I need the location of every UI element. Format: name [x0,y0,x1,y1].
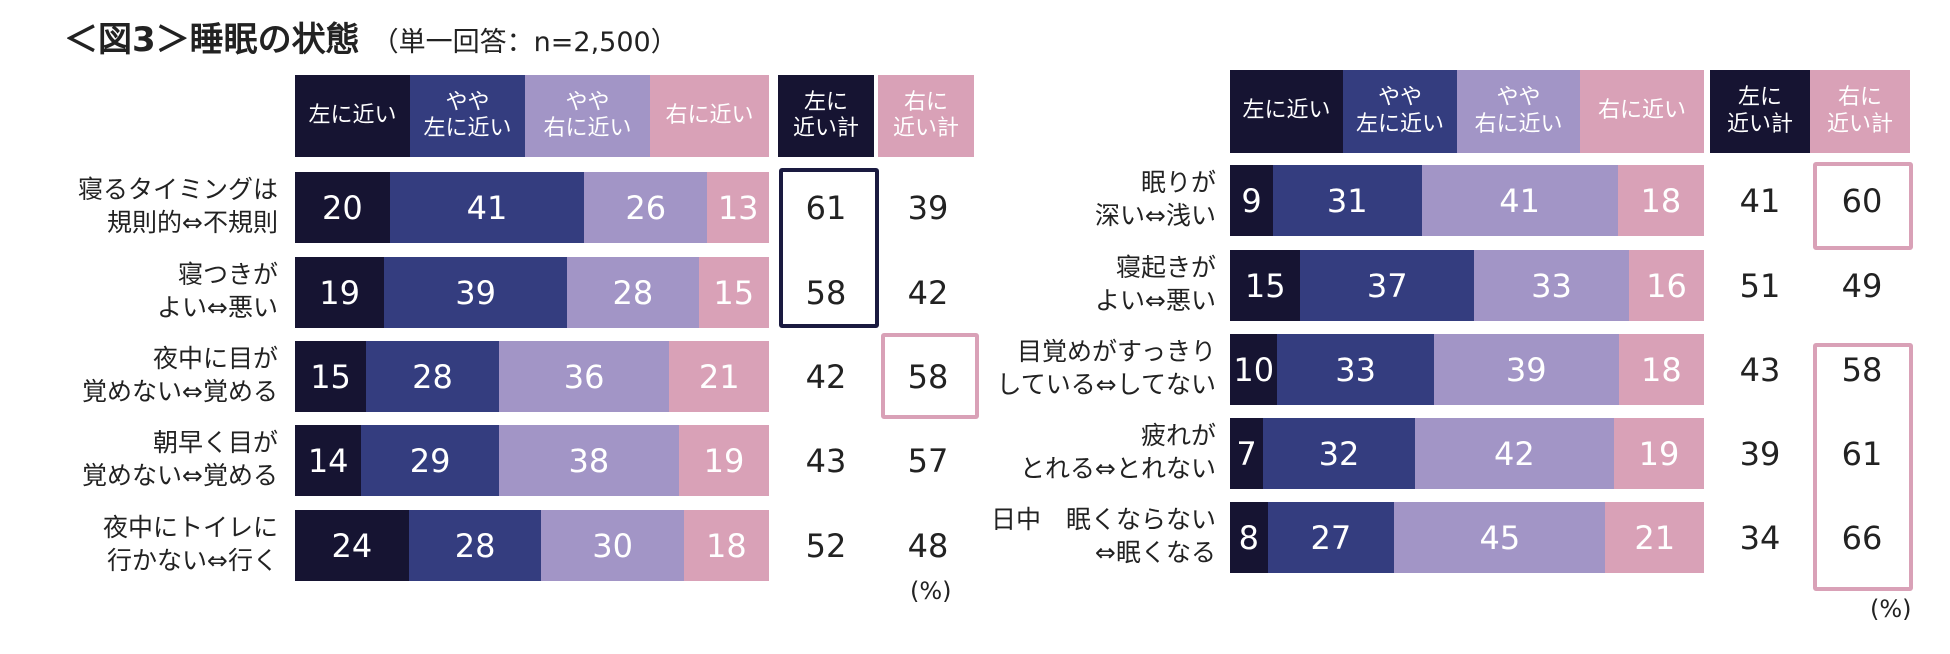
left-total-value: 39 [1739,434,1781,473]
bar-segment-right: 16 [1628,250,1704,321]
header-left: 左に近い [1230,70,1343,153]
bar-segment-slight-right: 39 [1433,334,1619,405]
bar-segment-slight-left: 28 [408,510,542,581]
left-total-value: 34 [1739,518,1781,557]
left-total-value: 61 [805,188,847,227]
bar-segment-left: 15 [1230,250,1301,321]
bar-segment-slight-left: 41 [389,172,585,243]
bar-segment-right: 18 [1618,334,1704,405]
bar-segment-slight-right: 36 [498,341,670,412]
header-slight-left: やや 左に近い [1343,70,1457,153]
left-total-value: 58 [805,273,847,312]
header-right: 右に近い [650,75,769,157]
bar-segment-right: 19 [1613,418,1704,489]
bar-segment-slight-right: 30 [541,510,684,581]
left-total-value: 42 [805,357,847,396]
right-total-value: 60 [1841,181,1883,220]
bar-segment-right: 21 [669,341,769,412]
unit-label: (%) [1870,595,1912,623]
left-total-value: 43 [1739,350,1781,389]
bar-segment-slight-left: 32 [1263,418,1415,489]
right-total-value: 66 [1841,518,1883,557]
bar-segment-left: 14 [295,425,362,496]
header-left-total: 左に 近い計 [778,75,874,157]
bar-segment-slight-left: 27 [1267,502,1395,573]
row-label: 寝つきが よい⇔悪い [157,260,278,322]
right-total-value: 48 [907,526,949,565]
bar-segment-slight-right: 28 [567,257,699,328]
chart-title: ＜図3＞睡眠の状態 （単一回答：n=2,500） [64,12,678,61]
bar-segment-slight-right: 26 [584,172,708,243]
bar-segment-slight-left: 29 [361,425,499,496]
right-total-value: 49 [1841,266,1883,305]
row-label: 寝起きが よい⇔悪い [1095,253,1216,315]
highlight-box-right-total [1813,162,1913,250]
bar-segment-slight-left: 37 [1300,250,1475,321]
bar-segment-right: 21 [1605,502,1704,573]
bar-segment-right: 13 [707,172,769,243]
bar-segment-slight-right: 41 [1421,165,1618,236]
header-right-total: 右に 近い計 [878,75,974,157]
highlight-box-left-total [779,168,879,328]
bar-segment-slight-left: 39 [384,257,568,328]
row-label: 夜中に目が 覚めない⇔覚める [82,344,278,406]
bar-segment-left: 20 [295,172,390,243]
bar-segment-slight-right: 38 [498,425,679,496]
right-total-value: 58 [1841,350,1883,389]
header-slight-right: やや 右に近い [1457,70,1580,153]
row-label: 疲れが とれる⇔とれない [1020,421,1216,483]
row-label: 日中 眠くならない ⇔眠くなる [990,505,1216,567]
unit-label: (%) [910,577,952,605]
bar-segment-slight-left: 28 [366,341,499,412]
highlight-box-right-total [1813,343,1913,591]
bar-segment-slight-right: 45 [1394,502,1606,573]
right-total-value: 57 [907,441,949,480]
row-label: 眠りが 深い⇔浅い [1095,168,1216,230]
bar-segment-left: 19 [295,257,385,328]
bar-segment-right: 19 [678,425,769,496]
bar-segment-left: 24 [295,510,409,581]
bar-segment-slight-right: 42 [1414,418,1614,489]
header-right-total: 右に 近い計 [1810,70,1910,153]
left-total-value: 41 [1739,181,1781,220]
bar-segment-left: 8 [1230,502,1268,573]
bar-segment-slight-left: 31 [1273,165,1422,236]
header-slight-right: やや 右に近い [525,75,650,157]
bar-segment-right: 15 [698,257,769,328]
left-total-value: 43 [805,441,847,480]
bar-segment-right: 18 [1617,165,1704,236]
right-total-value: 39 [907,188,949,227]
row-label: 夜中にトイレに 行かない⇔行く [102,513,278,575]
left-total-value: 51 [1739,266,1781,305]
title-sub: （単一回答：n=2,500） [371,27,678,58]
bar-segment-left: 9 [1230,165,1274,236]
bar-segment-left: 15 [295,341,367,412]
title-main: ＜図3＞睡眠の状態 [64,20,360,60]
left-total-value: 52 [805,526,847,565]
header-left-total: 左に 近い計 [1710,70,1810,153]
right-total-value: 61 [1841,434,1883,473]
bar-segment-slight-right: 33 [1474,250,1629,321]
header-slight-left: やや 左に近い [410,75,525,157]
bar-segment-right: 18 [683,510,769,581]
right-total-value: 42 [907,273,949,312]
header-right: 右に近い [1580,70,1704,153]
bar-segment-left: 10 [1230,334,1278,405]
right-total-value: 58 [907,357,949,396]
row-label: 朝早く目が 覚めない⇔覚める [82,428,278,490]
highlight-box-right-total [881,333,979,419]
row-label: 寝るタイミングは 規則的⇔不規則 [77,175,278,237]
bar-segment-slight-left: 33 [1277,334,1434,405]
header-left: 左に近い [295,75,410,157]
bar-segment-left: 7 [1230,418,1264,489]
row-label: 目覚めがすっきり している⇔してない [996,337,1216,399]
